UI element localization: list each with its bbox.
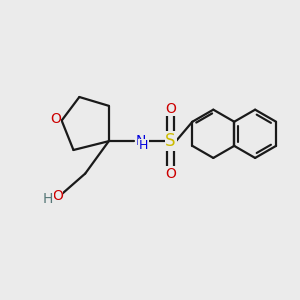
Text: O: O — [50, 112, 61, 126]
Text: H: H — [43, 193, 53, 206]
Text: O: O — [165, 102, 176, 116]
Text: N: N — [136, 134, 146, 148]
Text: O: O — [52, 189, 63, 202]
Text: H: H — [139, 140, 148, 152]
Text: O: O — [165, 167, 176, 181]
Text: S: S — [165, 132, 176, 150]
